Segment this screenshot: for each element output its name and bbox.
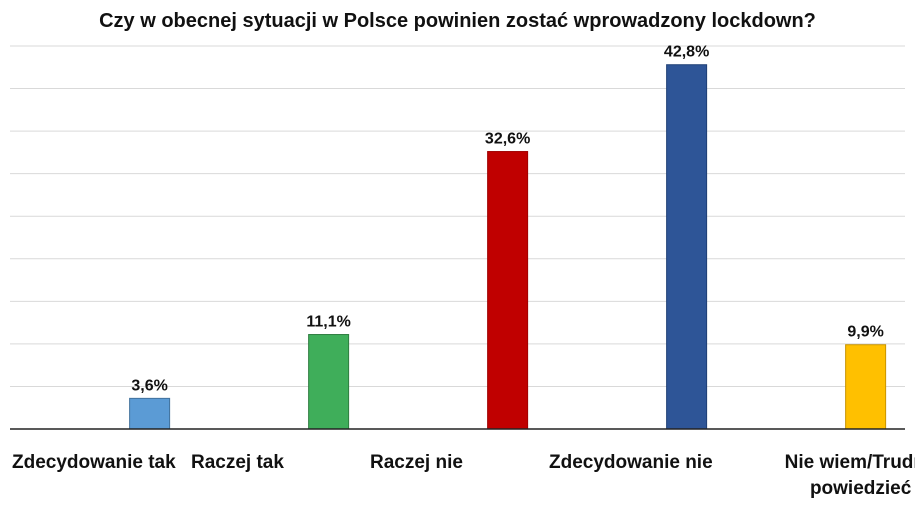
bar-3 [487,151,529,430]
bar-1 [129,397,171,430]
category-label-5: Nie wiem/Trudnopowiedzieć [785,452,915,499]
category-label-4: Zdecydowanie nie [549,452,713,473]
gridlines [10,45,905,387]
bar-2 [308,334,350,430]
category-labels: Zdecydowanie tak Raczej tak Raczej nie Zdec… [12,452,915,499]
value-label-5: 9,9% [847,324,883,341]
value-labels: 3,6% 11,1% 32,6% 42,8% 9,9% [131,44,883,395]
chart-title: Czy w obecnej sytuacji w Polsce powinien… [99,10,816,32]
value-label-1: 3,6% [131,377,167,394]
value-label-4: 42,8% [664,44,709,61]
bar-4 [666,64,708,430]
bar-5 [845,344,887,430]
value-label-3: 32,6% [485,131,530,148]
category-label-1: Zdecydowanie tak [12,452,176,473]
category-label-3: Raczej nie [370,452,463,473]
bars [129,64,887,430]
value-label-2: 11,1% [306,314,350,331]
category-label-2: Raczej tak [191,452,284,473]
